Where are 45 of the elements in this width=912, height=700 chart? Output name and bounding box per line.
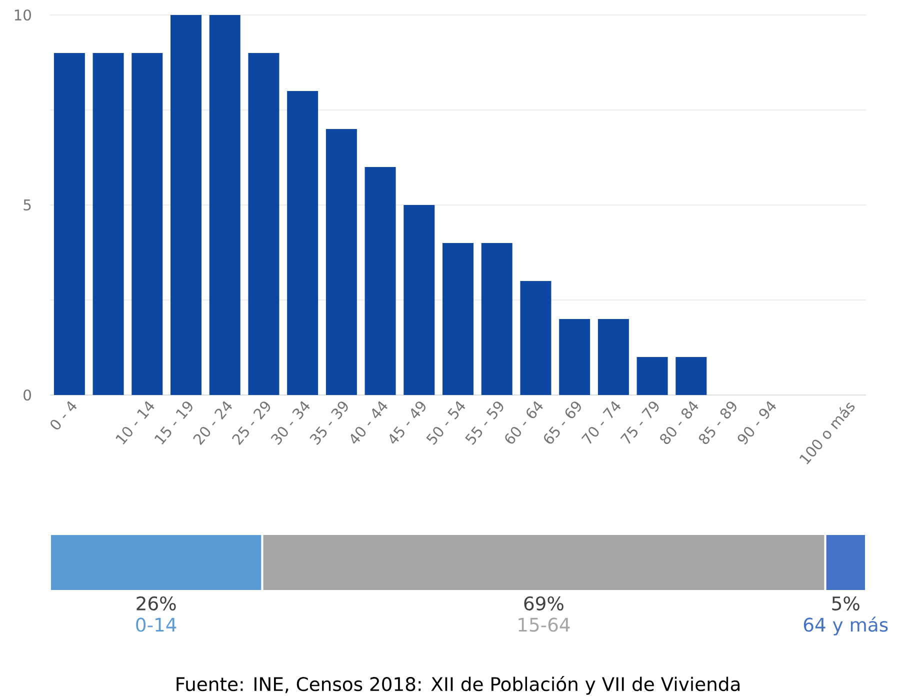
- bar: [92, 52, 124, 395]
- x-tick-label: 55 - 59: [465, 402, 504, 445]
- bar: [209, 14, 240, 395]
- x-tick-label: 40 - 44: [350, 401, 388, 444]
- bar: [404, 204, 435, 395]
- y-tick-label: 10: [14, 9, 31, 21]
- data-label: 69%: [524, 596, 564, 610]
- y-tick-label: 5: [24, 200, 31, 210]
- bar: [636, 357, 668, 395]
- bar: [598, 319, 629, 395]
- bar: [520, 280, 552, 395]
- x-tick-label: 30 - 34: [270, 401, 310, 445]
- x-tick-label: 10 - 14: [116, 401, 154, 445]
- series-label: 15-64: [518, 618, 570, 632]
- x-tick-label: 25 - 29: [232, 402, 270, 446]
- x-tick-label: 20 - 24: [193, 401, 232, 446]
- series-label: 64 y más: [804, 616, 888, 636]
- x-tick-label: 45 - 49: [390, 402, 426, 444]
- data-label: 26%: [136, 596, 176, 610]
- data-label: 5%: [832, 596, 860, 610]
- x-tick-label: 70 - 74: [581, 401, 621, 444]
- x-tick-label: 60 - 64: [505, 401, 543, 444]
- x-tick-label: 65 - 69: [544, 402, 581, 444]
- source-note: Fuente: INE, Censos 2018: XII de Población y VII de Vivienda: [176, 676, 740, 695]
- bar: [559, 319, 590, 395]
- bar: [364, 166, 396, 395]
- x-tick-label: 85 - 89: [698, 402, 736, 444]
- bar: [481, 242, 512, 395]
- x-tick-label: 90 - 94: [738, 401, 776, 445]
- bar: [326, 128, 357, 395]
- y-tick-label: 0: [24, 389, 31, 401]
- x-tick-label: 35 - 39: [310, 402, 348, 445]
- x-tick-label: 80 - 84: [660, 401, 698, 444]
- bar: [442, 242, 474, 395]
- x-tick-label: 50 - 54: [426, 401, 466, 445]
- x-tick-label: 75 - 79: [620, 402, 659, 444]
- series-label: 0-14: [136, 618, 176, 632]
- x-tick-label: 15 - 19: [154, 402, 192, 445]
- bar: [248, 52, 280, 395]
- bar: [54, 52, 85, 395]
- bar: [170, 14, 202, 395]
- bar: [132, 52, 163, 395]
- x-tick-label: 0 - 4: [50, 401, 77, 430]
- bar: [287, 90, 318, 395]
- bar: [676, 357, 707, 395]
